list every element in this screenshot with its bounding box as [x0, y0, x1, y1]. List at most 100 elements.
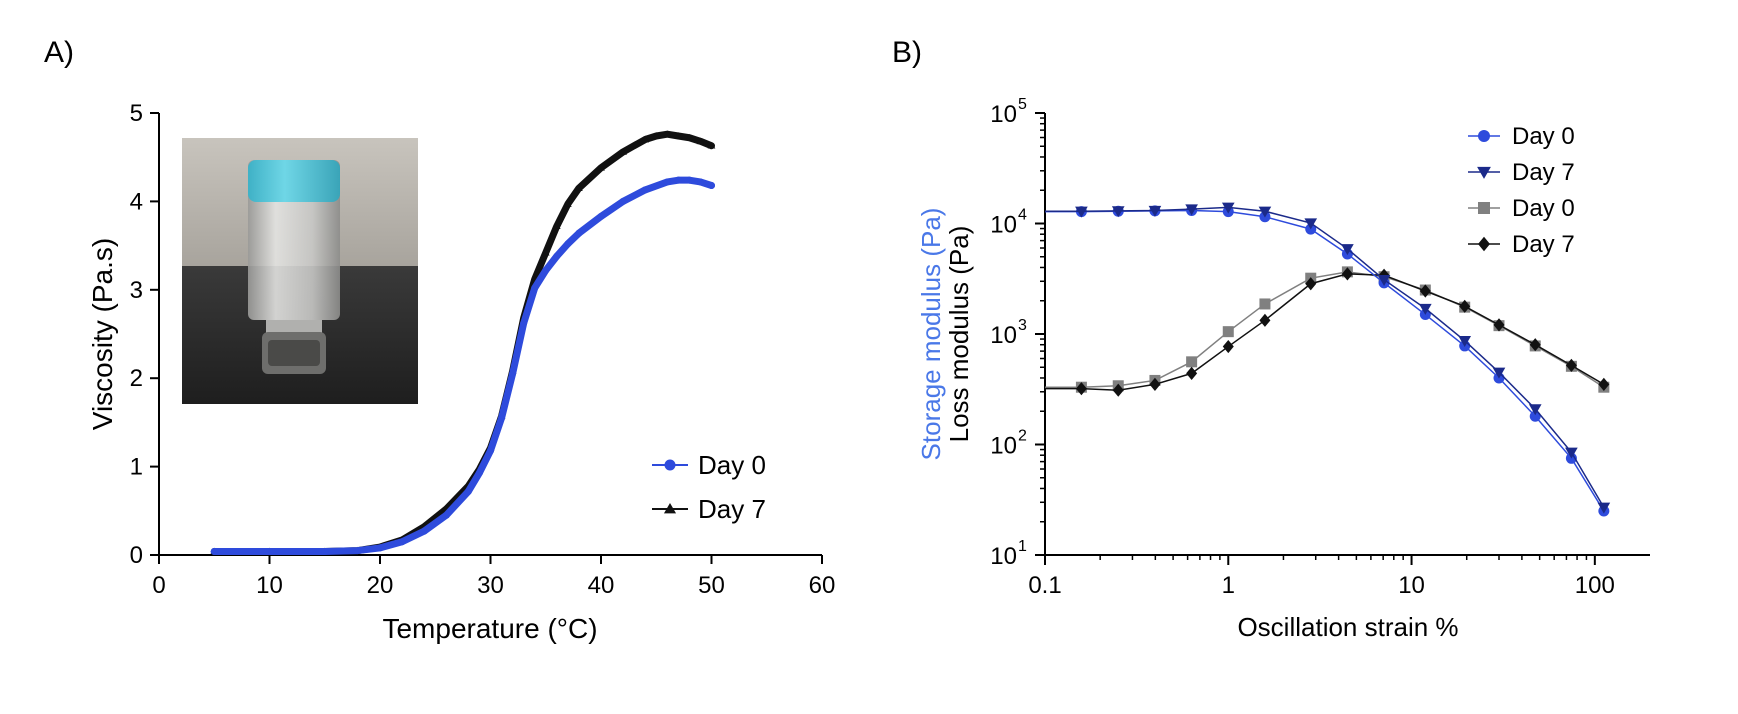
legend-label: Day 0 [698, 450, 766, 480]
data-point [696, 137, 705, 145]
y-tick-label: 10 [990, 433, 1017, 460]
data-point [553, 252, 561, 260]
data-point [575, 229, 583, 237]
legend-marker [663, 502, 677, 514]
series-loss-day-7-line [1045, 273, 1605, 391]
data-point [1111, 206, 1125, 218]
data-point [1459, 299, 1471, 313]
chart-b-data [1045, 202, 1611, 517]
data-point [597, 163, 605, 171]
data-point [420, 527, 428, 535]
data-point [1186, 366, 1198, 380]
y-tick-label: 10 [990, 322, 1017, 349]
y-tick-label: 3 [130, 277, 143, 304]
data-point [1222, 326, 1234, 338]
data-point [663, 178, 671, 186]
x-tick-label: 1 [1222, 572, 1235, 599]
data-point [1075, 206, 1088, 218]
data-point [531, 284, 539, 292]
data-point [707, 141, 716, 149]
x-tick-label: 40 [588, 572, 615, 599]
chart-a-ticks: 0 10 20 30 40 50 60 0 1 2 3 4 5 [130, 100, 836, 599]
legend-label: Day 7 [698, 494, 766, 524]
data-point [464, 487, 472, 495]
data-point [1149, 377, 1161, 391]
y-tick-exponent: 3 [1018, 317, 1027, 334]
data-point [597, 212, 605, 220]
data-point [1341, 267, 1353, 281]
x-tick-label: 50 [698, 572, 725, 599]
y-tick-exponent: 4 [1018, 207, 1027, 224]
data-point [564, 200, 572, 207]
data-point [674, 176, 682, 184]
data-point [1419, 284, 1431, 298]
data-point [442, 511, 450, 519]
chart-b-xlabel: Oscillation strain % [1237, 612, 1458, 642]
data-point [1565, 447, 1578, 459]
data-point [1148, 205, 1162, 217]
y-tick-label: 10 [990, 212, 1017, 239]
data-point [321, 547, 329, 555]
data-point [652, 132, 661, 139]
y-tick-label: 2 [130, 365, 143, 392]
legend-marker [1478, 236, 1490, 252]
data-point [564, 240, 572, 248]
data-point [685, 133, 694, 141]
data-point [498, 414, 506, 422]
y-tick-label: 0 [130, 542, 143, 569]
panel-label-a: A) [44, 36, 74, 69]
legend-marker [1478, 202, 1490, 214]
data-point [541, 248, 550, 256]
data-point [1565, 358, 1577, 372]
data-point [475, 469, 483, 477]
x-tick-label: 100 [1575, 572, 1615, 599]
data-point [1304, 218, 1318, 230]
data-point [1528, 404, 1542, 416]
chart-a-ylabel: Viscosity (Pa.s) [87, 238, 118, 430]
data-point [708, 181, 715, 189]
data-point [1222, 339, 1234, 354]
chart-a-data [210, 130, 716, 555]
data-point [674, 132, 683, 139]
data-point [1259, 298, 1271, 310]
legend-label: Day 7 [1512, 159, 1575, 186]
chart-b-legend: Day 0 Day 7 Day 0 Day 7 [1468, 123, 1575, 258]
data-point [487, 447, 494, 455]
chart-a-xlabel: Temperature (°C) [382, 613, 597, 644]
data-point [619, 148, 627, 155]
legend-label: Day 0 [1512, 123, 1575, 150]
chart-b-ylabel-loss: Loss modulus (Pa) [944, 226, 974, 443]
vial-photo-inset [182, 138, 418, 404]
x-tick-label: 30 [477, 572, 504, 599]
data-point [696, 178, 704, 186]
data-point [641, 135, 650, 143]
legend-marker [1477, 166, 1491, 179]
y-tick-label: 10 [990, 543, 1017, 570]
legend-marker [1478, 130, 1490, 142]
data-point [1112, 383, 1124, 397]
series-loss-day-0-line [1045, 271, 1605, 388]
data-point [685, 176, 693, 184]
data-point [210, 547, 218, 555]
y-tick-exponent: 5 [1018, 96, 1027, 113]
panel-label-b: B) [892, 36, 922, 69]
viscosity-chart: 0 10 20 30 40 50 60 0 1 2 3 4 5 [87, 100, 835, 644]
data-point [354, 547, 362, 555]
data-point [542, 266, 550, 274]
y-tick-exponent: 1 [1018, 538, 1027, 555]
data-point [398, 538, 406, 546]
y-tick-label: 1 [130, 454, 143, 481]
legend-marker [664, 459, 676, 471]
data-point [1075, 382, 1087, 396]
x-tick-label: 0.1 [1028, 572, 1061, 599]
x-tick-label: 20 [367, 572, 394, 599]
data-point [1258, 206, 1272, 218]
data-point [1419, 303, 1432, 315]
data-point [1377, 275, 1391, 287]
data-point [1221, 202, 1235, 214]
data-point [1598, 377, 1610, 391]
data-point [1341, 244, 1354, 256]
data-point [575, 184, 583, 191]
data-point [509, 370, 517, 378]
